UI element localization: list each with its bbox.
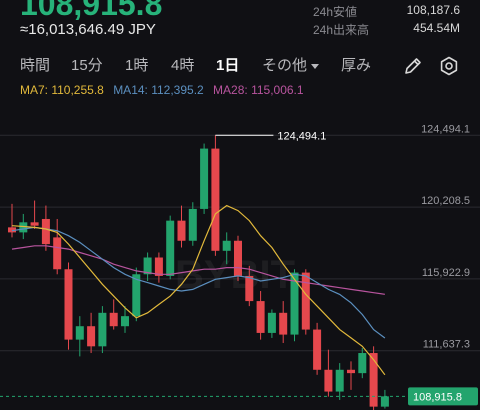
pencil-icon[interactable]	[402, 55, 424, 77]
candle	[188, 202, 197, 246]
y-tick-label: 120,208.5	[421, 195, 470, 207]
candle	[380, 389, 389, 409]
last-price: 108,915.8	[20, 0, 163, 22]
tab-depth[interactable]: 厚み	[341, 57, 372, 74]
candle	[222, 232, 231, 265]
candle	[301, 269, 310, 335]
tab-more-label: その他	[262, 57, 308, 74]
candle	[267, 309, 276, 338]
settings-icon[interactable]	[438, 55, 460, 77]
chevron-down-icon	[311, 63, 320, 69]
fiat-price: ≈16,013,646.49 JPY	[20, 21, 156, 38]
candle	[132, 267, 141, 322]
candle	[41, 205, 50, 251]
candle	[256, 291, 265, 340]
ma7-value: MA7: 110,255.8	[20, 83, 104, 97]
ma7-line	[11, 204, 386, 376]
tab-1h[interactable]: 1時	[125, 57, 149, 74]
candle	[313, 322, 322, 375]
candle	[358, 348, 367, 379]
last-price-tag-text: 108,915.8	[413, 391, 462, 403]
candle	[347, 361, 355, 390]
y-tick-label: 115,922.9	[422, 267, 470, 279]
tab-15m[interactable]: 15分	[71, 57, 103, 74]
candle	[143, 252, 152, 281]
stat-volume-label: 24h出来高	[313, 23, 370, 37]
stat-low-value: 108,187.6	[406, 3, 460, 17]
tab-1d[interactable]: 1日	[216, 57, 240, 74]
tab-time[interactable]: 時間	[20, 57, 51, 74]
candle	[87, 312, 96, 354]
candle	[30, 200, 39, 230]
candle	[8, 203, 16, 238]
tab-more[interactable]: その他	[262, 54, 320, 75]
ma14-line	[11, 226, 386, 339]
candle	[335, 363, 344, 400]
candle	[211, 135, 220, 256]
ma-legend: MA7: 110,255.8 MA14: 112,395.2 MA28: 115…	[20, 83, 310, 97]
interval-tabs: 時間 15分 1時 4時 1日 その他 厚み	[0, 54, 480, 76]
candle	[53, 218, 62, 275]
tab-4h[interactable]: 4時	[171, 57, 195, 74]
candle	[245, 265, 254, 307]
candle	[98, 306, 107, 354]
candle	[121, 306, 129, 333]
candle	[64, 262, 73, 350]
last-price-tag[interactable]: 108,915.8	[408, 387, 478, 406]
candle	[75, 316, 84, 357]
candle	[109, 299, 118, 330]
y-tick-label: 111,637.3	[423, 339, 470, 351]
ma14-value: MA14: 112,395.2	[113, 83, 204, 97]
candle	[279, 301, 288, 343]
candle	[200, 143, 209, 214]
candle	[177, 205, 186, 248]
high-price-label: 124,494.1	[277, 130, 326, 142]
stat-low-label: 24h安値	[313, 5, 358, 19]
candle	[324, 349, 333, 397]
ma28-value: MA28: 115,006.1	[213, 83, 304, 97]
candle	[369, 346, 378, 410]
candle	[154, 252, 163, 283]
candle	[234, 235, 242, 281]
y-tick-label: 124,494.1	[421, 123, 470, 135]
candle	[166, 215, 175, 280]
stat-volume-value: 454.54M	[413, 21, 460, 35]
